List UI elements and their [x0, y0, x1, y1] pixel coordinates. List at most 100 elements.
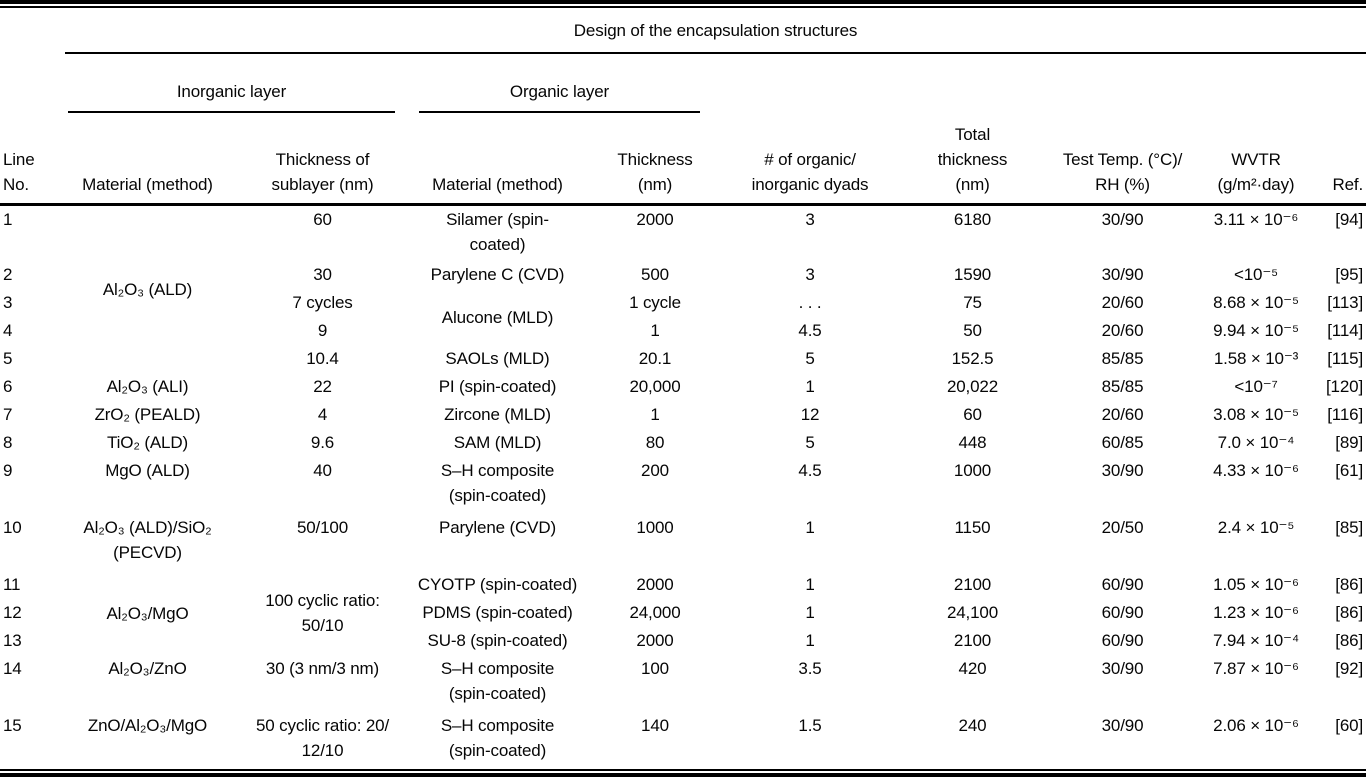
- cell-dyads: 5: [805, 433, 815, 452]
- cell-organic-material: CYOTP (spin-coated): [417, 575, 578, 594]
- cell-ref: [94]: [1322, 202, 1366, 261]
- cell-ref: [85]: [1335, 518, 1364, 537]
- table-row: 2 30 Parylene C (CVD) 500 3 1590 30/90 <…: [0, 261, 1366, 289]
- cell-inorganic-material: TiO₂ (ALD): [107, 433, 188, 452]
- cell-organic-material: S–H composite (spin-coated): [440, 716, 555, 760]
- cell-organic-material: S–H composite (spin-coated): [440, 659, 555, 703]
- cell-inorganic-material: Al₂O₃ (ALD): [65, 202, 230, 373]
- cell-line-no: 11: [3, 575, 21, 594]
- cell-total-thickness: 1150: [954, 518, 991, 537]
- table-row: 13 SU-8 (spin-coated) 2000 1 2100 60/90 …: [0, 627, 1366, 655]
- cell-ref: [95]: [1335, 265, 1364, 284]
- cell-organic-thickness: 2000: [636, 575, 674, 594]
- cell-ref: [114]: [1327, 321, 1364, 340]
- cell-inorganic-thickness: 10.4: [306, 349, 339, 368]
- cell-total-thickness: 2100: [953, 575, 992, 594]
- group-header-organic-label: Organic layer: [419, 79, 700, 113]
- cell-ref: [86]: [1335, 603, 1364, 622]
- cell-wvtr: 7.0 × 10⁻⁴: [1217, 433, 1295, 452]
- cell-inorganic-thickness: 40: [313, 461, 332, 480]
- cell-line-no: 13: [3, 631, 22, 650]
- cell-dyads: 12: [800, 405, 820, 424]
- cell-line-no: 10: [3, 518, 22, 537]
- cell-dyads: 3: [730, 202, 890, 261]
- cell-total-thickness: 60: [963, 405, 982, 424]
- cell-organic-material: Parylene C (CVD): [430, 265, 565, 284]
- cell-total-thickness: 240: [958, 716, 987, 735]
- cell-test-temp-rh: 30/90: [1101, 716, 1144, 735]
- cell-total-thickness: 75: [963, 293, 982, 312]
- table-row: 1 Al₂O₃ (ALD) 60 Silamer (spin- coated) …: [0, 202, 1366, 373]
- cell-organic-thickness: 140: [641, 716, 669, 735]
- table-row: 4 9 1 4.5 50 20/60 9.94 × 10⁻⁵ [114]: [0, 317, 1366, 345]
- encapsulation-structures-table: Design of the encapsulation structures L…: [0, 8, 1366, 769]
- spacer-cell: [0, 8, 65, 53]
- cell-organic-thickness: 200: [641, 461, 669, 480]
- cell-line-no: 2: [3, 265, 13, 284]
- table-row: 15 ZnO/Al₂O₃/MgO 50 cyclic ratio: 20/ 12…: [0, 712, 1366, 769]
- table-row: 12 PDMS (spin-coated) 24,000 1 24,100 60…: [0, 599, 1366, 627]
- cell-wvtr: 9.94 × 10⁻⁵: [1213, 321, 1299, 340]
- table-row: Material (method) Thickness of sublayer …: [0, 138, 1366, 204]
- cell-wvtr: 2.06 × 10⁻⁶: [1213, 716, 1299, 735]
- cell-line-no: 7: [3, 405, 13, 424]
- cell-wvtr: 1.05 × 10⁻⁶: [1213, 575, 1299, 594]
- cell-ref: [116]: [1327, 405, 1364, 424]
- group-header-inorganic-layer: Inorganic layer: [65, 53, 415, 138]
- cell-dyads: 1: [805, 575, 815, 594]
- cell-dyads: 4.5: [798, 321, 822, 340]
- col-header-total-thickness: Total thickness (nm): [937, 124, 1008, 194]
- cell-inorganic-thickness: 9: [317, 321, 328, 340]
- cell-test-temp-rh: 20/60: [1101, 293, 1144, 312]
- cell-inorganic-material: MgO (ALD): [105, 461, 190, 480]
- cell-line-no: 4: [3, 321, 13, 340]
- cell-dyads: 1: [805, 631, 815, 650]
- table-row: 6 Al₂O₃ (ALI) 22 PI (spin-coated) 20,000…: [0, 373, 1366, 401]
- cell-test-temp-rh: 30/90: [1101, 659, 1144, 678]
- cell-total-thickness: 1000: [953, 461, 992, 480]
- cell-total-thickness: 20,022: [946, 377, 999, 396]
- cell-test-temp-rh: 85/85: [1101, 377, 1144, 396]
- cell-ref: [86]: [1335, 631, 1364, 650]
- table-row: Line No. Inorganic layer Organic layer #…: [0, 53, 1366, 194]
- table-row: 7 ZrO₂ (PEALD) 4 Zircone (MLD) 1 12 60 2…: [0, 401, 1366, 429]
- cell-total-thickness: 448: [958, 433, 987, 452]
- cell-dyads: 1: [805, 518, 815, 537]
- group-header-inorganic-label: Inorganic layer: [68, 79, 395, 113]
- cell-line-no: 8: [3, 433, 13, 452]
- cell-wvtr: <10⁻⁵: [1233, 265, 1279, 284]
- cell-ref: [89]: [1335, 433, 1364, 452]
- cell-dyads: 1: [805, 377, 815, 396]
- bottom-double-rule: [0, 769, 1366, 777]
- cell-wvtr: 1.23 × 10⁻⁶: [1213, 603, 1299, 622]
- cell-wvtr: 4.33 × 10⁻⁶: [1213, 461, 1299, 480]
- cell-line-no: 3: [3, 293, 13, 312]
- table-row: 8 TiO₂ (ALD) 9.6 SAM (MLD) 80 5 448 60/8…: [0, 429, 1366, 457]
- cell-total-thickness: 6180: [890, 202, 1055, 261]
- cell-dyads: 3.5: [798, 659, 822, 678]
- cell-wvtr: 8.68 × 10⁻⁵: [1213, 293, 1299, 312]
- cell-line-no: 1: [0, 202, 65, 261]
- table-row: 14 Al₂O₃/ZnO 30 (3 nm/3 nm) S–H composit…: [0, 655, 1366, 712]
- cell-ref: [113]: [1327, 293, 1364, 312]
- cell-organic-material: SAOLs (MLD): [445, 349, 550, 368]
- cell-total-thickness: 152.5: [951, 349, 994, 368]
- cell-line-no: 15: [3, 716, 22, 735]
- cell-line-no: 14: [3, 659, 22, 678]
- cell-line-no: 6: [3, 377, 13, 396]
- cell-organic-material: Zircone (MLD): [444, 405, 551, 424]
- cell-test-temp-rh: 60/85: [1101, 433, 1144, 452]
- table-row: 11 Al₂O₃/MgO 100 cyclic ratio: 50/10 CYO…: [0, 571, 1366, 635]
- cell-inorganic-thickness: 22: [313, 377, 332, 396]
- cell-organic-thickness: 1: [650, 321, 660, 340]
- cell-test-temp-rh: 30/90: [1055, 202, 1190, 261]
- cell-inorganic-material: ZrO₂ (PEALD): [94, 405, 201, 424]
- cell-total-thickness: 24,100: [946, 603, 999, 622]
- cell-test-temp-rh: 30/90: [1101, 265, 1144, 284]
- cell-inorganic-material: Al₂O₃ (ALI): [106, 377, 189, 396]
- cell-ref: [115]: [1327, 349, 1364, 368]
- cell-test-temp-rh: 20/60: [1101, 405, 1144, 424]
- cell-organic-thickness: 80: [645, 433, 665, 452]
- cell-dyads: 3: [805, 265, 815, 284]
- cell-organic-thickness: 20.1: [638, 349, 672, 368]
